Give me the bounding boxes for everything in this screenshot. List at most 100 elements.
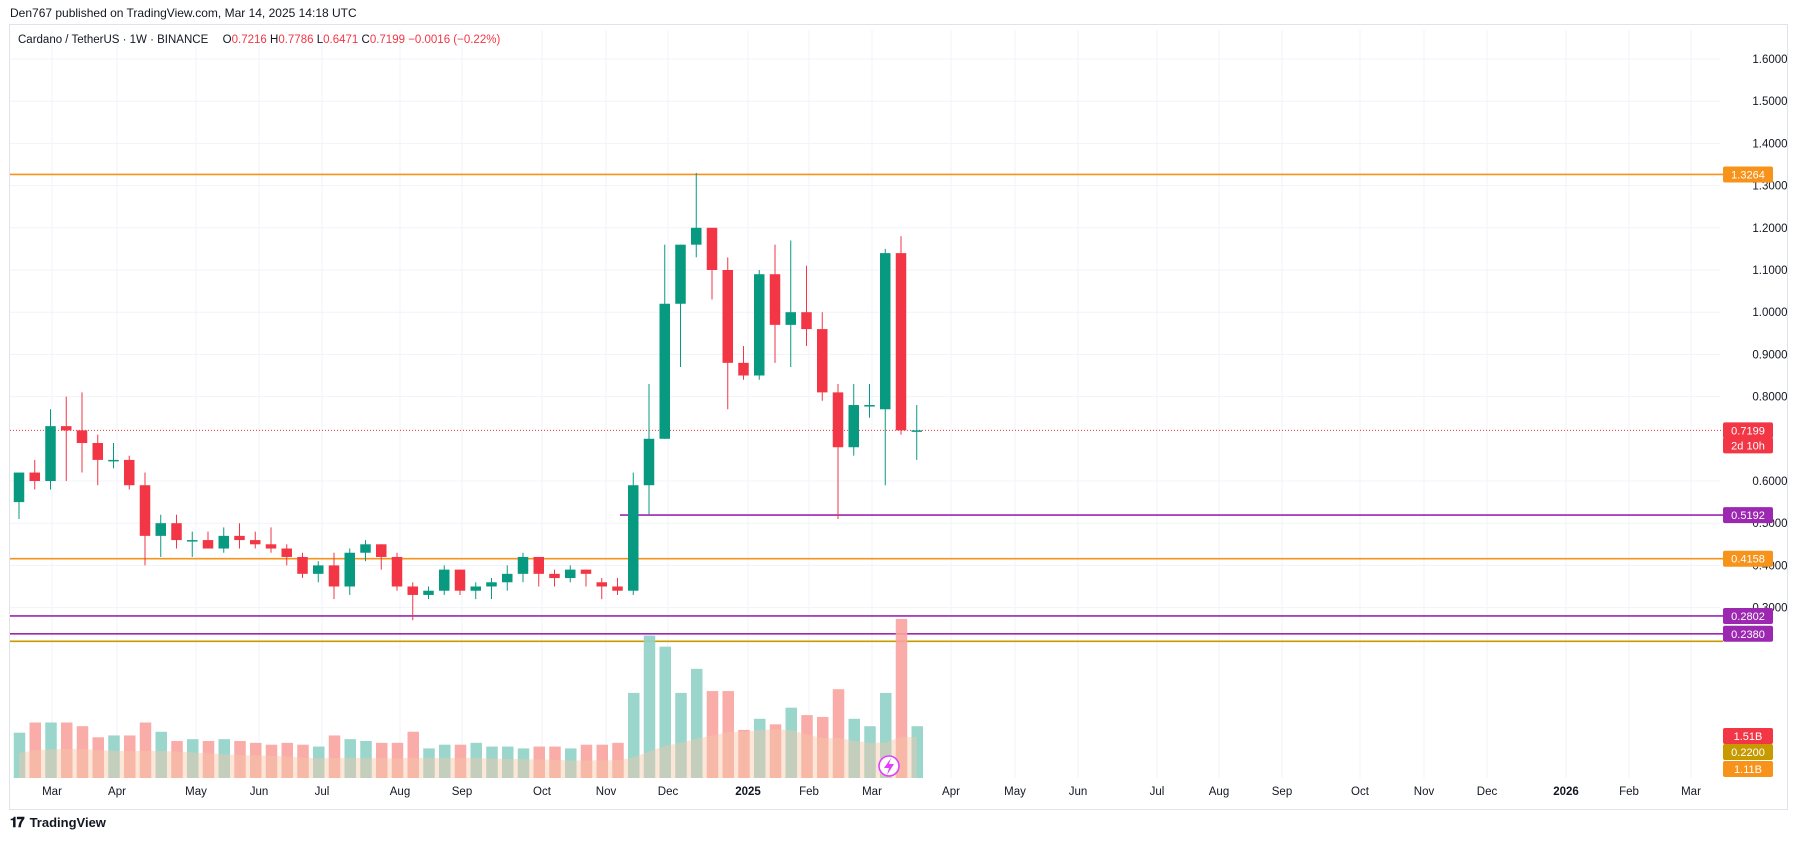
level-tag: 0.2380 [1723,625,1773,642]
candle-body[interactable] [344,552,356,587]
candle-body[interactable] [155,523,167,536]
candle-body[interactable] [675,244,686,304]
candle-body[interactable] [643,438,655,486]
candle-body[interactable] [297,556,308,574]
candle-body[interactable] [92,443,104,460]
volume-bar [297,744,309,778]
candle-body[interactable] [29,472,41,481]
candle-body[interactable] [313,565,324,574]
x-tick-label: Jul [1150,786,1165,798]
candle-body[interactable] [124,459,135,486]
volume-bar [376,742,388,778]
candle-body[interactable] [439,569,450,591]
volume-bar [486,746,498,778]
candle-body[interactable] [13,472,25,503]
candle-body[interactable] [832,392,844,448]
candle-body[interactable] [738,362,749,376]
lightning-bolt [884,758,894,775]
candle-body[interactable] [628,485,639,591]
candle-body[interactable] [360,544,371,553]
candle-body[interactable] [848,405,860,448]
candle-body[interactable] [202,540,214,549]
candle-body[interactable] [895,253,907,431]
volume-bar [864,726,876,778]
candle-body[interactable] [691,227,702,245]
candle-body[interactable] [61,426,72,431]
x-tick-label: Nov [1414,786,1435,798]
x-tick-label: Mar [862,786,882,798]
x-tick-label: Apr [108,786,126,798]
replay-lightning-icon[interactable] [878,755,900,777]
candle-body[interactable] [596,582,608,587]
candle-body[interactable] [139,485,151,536]
x-tick-label: Mar [1681,786,1701,798]
candle-body[interactable] [580,569,592,574]
candle-body[interactable] [376,544,387,557]
volume-bar [29,722,41,778]
y-tick-label: 1.4000 [1752,138,1787,150]
level-tag-label: 0.5192 [1731,510,1765,522]
candle-body[interactable] [785,312,797,325]
symbol-name[interactable]: Cardano / TetherUS · 1W · BINANCE [18,34,209,46]
candle-body[interactable] [454,569,466,591]
candle-body[interactable] [880,253,891,410]
symbol-legend: Cardano / TetherUS · 1W · BINANCE O0.721… [18,34,500,46]
candle-body[interactable] [722,270,734,363]
volume-ma-tag-bg [1723,761,1773,777]
candle-body[interactable] [549,573,560,579]
candle-body[interactable] [234,535,245,541]
volume-bar [691,668,703,778]
x-tick-label: May [185,786,207,798]
candle-body[interactable] [218,535,230,549]
volume-bar [234,741,246,778]
y-tick-label: 1.3000 [1752,181,1787,193]
volume-bar [801,715,813,778]
candle-body[interactable] [533,556,545,574]
volume-ma-tag-label: 1.11B [1734,764,1762,776]
volume-bar [360,741,372,778]
candle-body[interactable] [801,312,812,330]
candle-body[interactable] [328,565,340,587]
candle-body[interactable] [407,586,419,595]
volume-bar [754,718,766,778]
y-tick-label: 1.2000 [1752,223,1787,235]
level-tag: 0.5192 [1723,507,1773,524]
candle-body[interactable] [706,227,718,270]
volume-ma-area [19,729,917,778]
candle-body[interactable] [864,405,875,407]
candle-body[interactable] [817,329,828,393]
level-tag: 1.3264 [1723,166,1773,183]
candle-body[interactable] [45,426,56,481]
candle-body[interactable] [391,556,403,587]
level-tag-label: 0.2380 [1731,629,1765,641]
candle-body[interactable] [265,544,277,549]
volume-bar [706,691,719,778]
candle-body[interactable] [565,569,576,579]
candle-body[interactable] [911,430,923,432]
candle-body[interactable] [187,540,198,542]
candle-body[interactable] [486,582,497,587]
candle-body[interactable] [281,548,293,557]
low-value: 0.6471 [323,34,359,46]
candle-body[interactable] [250,540,261,545]
level-tag: 0.2802 [1723,607,1773,624]
candle-body[interactable] [612,586,623,591]
volume-bar [76,726,89,778]
candle-body[interactable] [502,573,513,583]
tradingview-logo[interactable]: 𝟏𝟕 TradingView [10,814,106,831]
candle-body[interactable] [754,274,765,376]
candle-body[interactable] [517,556,529,574]
candle-body[interactable] [659,303,671,439]
candle-body[interactable] [76,430,88,444]
volume-bar [470,742,482,778]
level-tag-label: 0.2802 [1731,611,1765,623]
volume-bar [612,742,624,778]
candle-body[interactable] [171,523,182,541]
candle-body[interactable] [423,590,434,595]
volume-tag-label: 1.51B [1734,731,1763,743]
candle-body[interactable] [108,459,119,462]
candle-body[interactable] [470,586,482,591]
candle-body[interactable] [769,274,781,325]
y-tick-label: 1.0000 [1752,307,1787,319]
